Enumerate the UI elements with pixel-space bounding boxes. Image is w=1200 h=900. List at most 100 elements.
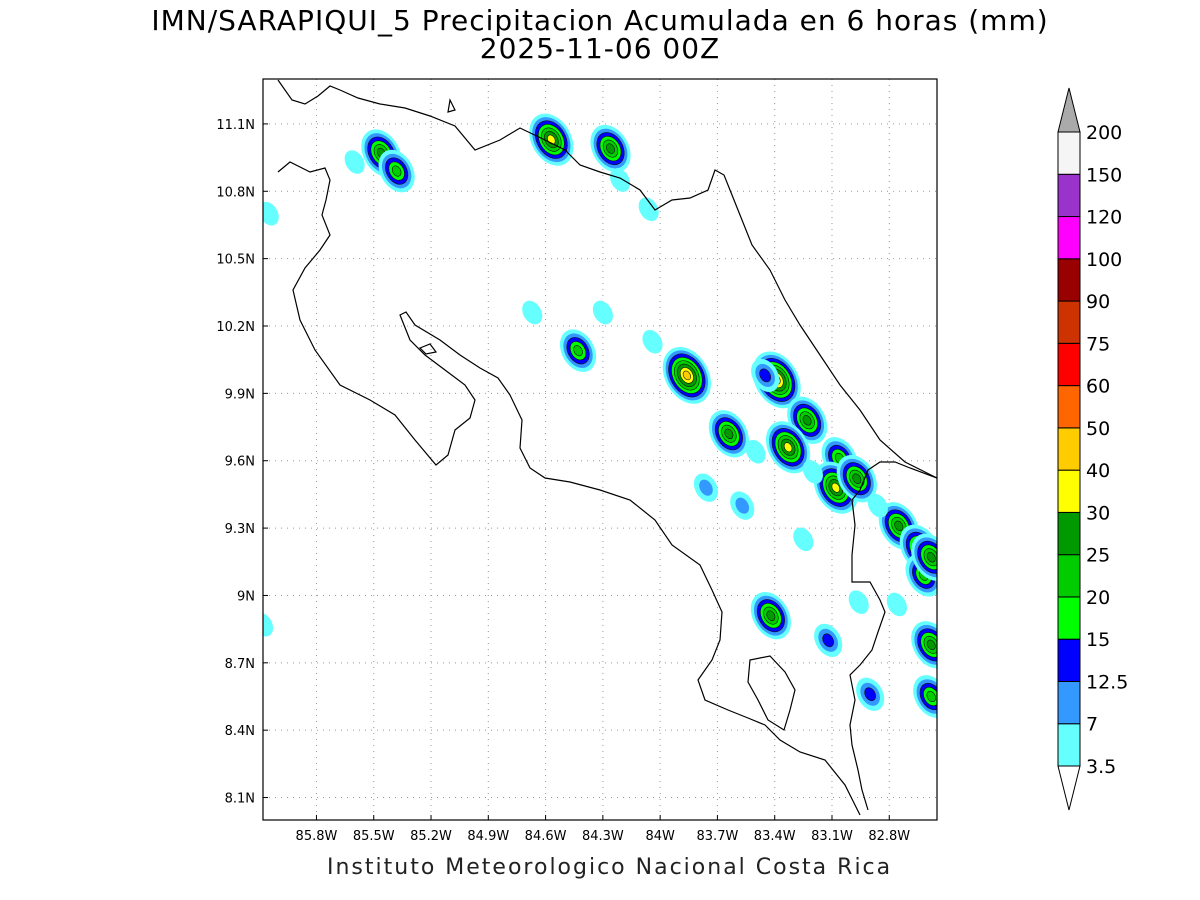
precip-cell (642, 329, 663, 354)
precip-contour (759, 368, 772, 383)
precip-contour (886, 592, 907, 617)
lat-tick-label: 9.3N (225, 522, 255, 537)
colorbar-over-arrow (1057, 87, 1081, 133)
precip-cell (344, 150, 365, 174)
colorbar-label: 90 (1086, 291, 1110, 313)
colorbar-segment (1057, 680, 1081, 725)
precip-contour (802, 460, 823, 484)
precip-cell (529, 113, 574, 166)
precip-cell (886, 592, 907, 617)
colorbar-segment (1057, 300, 1081, 344)
precip-cell (751, 358, 780, 392)
colorbar-label: 12.5 (1086, 671, 1128, 693)
precip-contour (263, 201, 279, 226)
colorbar-label: 7 (1086, 714, 1098, 736)
lon-tick-label: 84.3W (582, 829, 624, 844)
coastline-nicaragua-lake (447, 98, 456, 113)
precip-contour (263, 612, 274, 637)
lat-tick-label: 8.1N (225, 792, 255, 807)
precip-cell (793, 527, 814, 552)
precip-contour (831, 482, 841, 493)
colorbar-segment (1057, 216, 1081, 260)
lat-tick-label: 9.6N (225, 455, 255, 470)
colorbar-label: 60 (1086, 376, 1110, 398)
credit-text: Instituto Meteorologico Nacional Costa R… (327, 855, 893, 880)
lon-tick-label: 84W (645, 829, 675, 844)
coastline-gulf-island (418, 343, 438, 355)
lon-tick-labels: 85.8W 85.5W 85.2W 84.9W 84.6W 84.3W 84W 83.7W 83… (296, 829, 911, 844)
lon-tick-label: 84.9W (467, 829, 509, 844)
colorbar-segment (1057, 427, 1081, 471)
precip-cell (263, 612, 274, 637)
precip-cell (911, 621, 937, 669)
colorbar-label: 30 (1086, 502, 1110, 524)
precip-cell (592, 300, 613, 325)
lat-tick-label: 10.8N (216, 185, 255, 200)
colorbar-label: 200 (1086, 122, 1122, 144)
precip-cell (911, 533, 937, 581)
lon-tick-label: 83.1W (811, 829, 853, 844)
precip-contour (766, 610, 776, 621)
colorbar-under-arrow (1057, 765, 1081, 811)
precip-cell (708, 410, 749, 458)
colorbar-segment (1057, 342, 1081, 387)
colorbar-label: 120 (1086, 207, 1122, 229)
lat-tick-label: 10.5N (216, 253, 255, 268)
precip-cell (638, 197, 659, 222)
coastline-pacific (277, 161, 861, 816)
map-frame (262, 78, 938, 821)
lat-tick-label: 8.4N (225, 724, 255, 739)
precip-cell (814, 623, 843, 657)
precip-contour (926, 639, 936, 651)
colorbar-segment (1057, 258, 1081, 302)
precip-cell (867, 493, 888, 518)
colorbar-segment (1057, 469, 1081, 513)
precip-contour (522, 300, 543, 325)
precip-cell (730, 491, 755, 520)
precip-contour (391, 165, 402, 177)
precip-contour (793, 527, 814, 552)
precip-cell (662, 346, 711, 404)
precip-contour (894, 520, 904, 532)
precip-contour (926, 552, 936, 563)
precip-cell (378, 149, 415, 193)
lon-tick-label: 83.7W (697, 829, 739, 844)
map-title-line2: 2025-11-06 00Z (479, 32, 721, 65)
precip-contour (573, 345, 583, 357)
lat-tick-label: 10.2N (216, 320, 255, 335)
precip-cell (590, 124, 631, 173)
precip-contour (864, 687, 877, 702)
precip-contour (606, 143, 615, 154)
lat-tick-labels: 11.1N 10.8N 10.5N 10.2N 9.9N 9.6N 9.3N 9N 8.7N 8.… (216, 118, 255, 807)
precip-cell (745, 439, 766, 464)
colorbar-label: 15 (1086, 629, 1110, 651)
lat-tick-label: 9.9N (225, 387, 255, 402)
precip-contour (867, 493, 888, 518)
precip-contour (699, 479, 713, 496)
precip-cell (522, 300, 543, 325)
precip-contour (745, 439, 766, 464)
precip-layer (263, 113, 937, 718)
precip-contour (344, 150, 365, 174)
colorbar-label: 25 (1086, 545, 1110, 567)
precip-contour (609, 168, 631, 192)
lon-tick-label: 82.8W (868, 829, 910, 844)
precip-contour (638, 197, 659, 222)
precip-contour (735, 497, 750, 514)
colorbar-label: 50 (1086, 418, 1110, 440)
colorbar-label: 3.5 (1086, 756, 1116, 778)
lon-tick-label: 84.6W (525, 829, 567, 844)
lon-tick-label: 85.8W (296, 829, 338, 844)
colorbar-label: 40 (1086, 460, 1110, 482)
precip-contour (802, 415, 812, 426)
coastline-layer (277, 79, 937, 816)
map-grid (263, 79, 937, 820)
lon-tick-label: 85.2W (410, 829, 452, 844)
colorbar-label: 150 (1086, 164, 1122, 186)
precip-cell (609, 168, 631, 192)
lat-tick-label: 9N (237, 589, 255, 604)
colorbar-label: 75 (1086, 333, 1110, 355)
lat-tick-label: 11.1N (216, 118, 255, 133)
lon-tick-label: 85.5W (353, 829, 395, 844)
